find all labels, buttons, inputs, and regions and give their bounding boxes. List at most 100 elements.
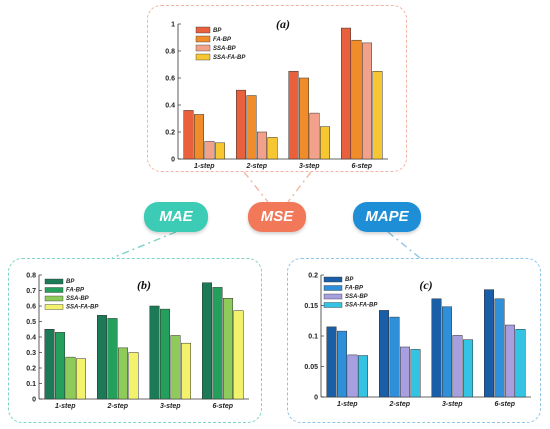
y-tick-label: 0 xyxy=(314,395,318,402)
bar-ssa-bp-6-step xyxy=(223,298,233,400)
bar-ssa-fa-bp-1-step xyxy=(215,142,225,160)
y-tick-label: 0.8 xyxy=(165,49,175,56)
bar-ssa-fa-bp-6-step xyxy=(372,71,383,160)
y-tick-label: 0.5 xyxy=(26,319,36,326)
x-tick-label: 1-step xyxy=(55,403,76,410)
chart-a-group: 0 0.2 0.4 0.6 0.8 1 1-step 2-step 3-step 6-step BP… xyxy=(165,17,388,170)
mape-bar-chart: 0 0.05 0.1 0.15 0.2 1-step 2-step 3-step 6-step B… xyxy=(304,273,531,408)
bar-ssa-bp-2-step xyxy=(400,346,410,398)
bar-ssa-fa-bp-6-step xyxy=(233,310,244,400)
bar-fa-bp-3-step xyxy=(160,308,170,400)
legend-swatch xyxy=(44,304,64,310)
bar-ssa-bp-3-step xyxy=(309,112,320,160)
bar-fa-bp-3-step xyxy=(299,77,309,160)
legend-label: FA-BP xyxy=(66,288,85,294)
legend-swatch xyxy=(323,276,343,283)
mae-panel: 0 0.1 0.2 0.3 0.4 0.5 0.6 0.7 0.8 1-step 2-step 3-s… xyxy=(8,258,262,423)
legend-swatch xyxy=(195,26,211,34)
legend-swatch xyxy=(195,53,211,61)
bar-bp-3-step xyxy=(431,298,442,398)
bar-ssa-fa-bp-3-step xyxy=(320,126,330,160)
bar-ssa-bp-3-step xyxy=(452,335,463,398)
mae-bar-chart: 0 0.1 0.2 0.3 0.4 0.5 0.6 0.7 0.8 1-step 2-step 3-s… xyxy=(26,273,249,410)
legend-swatch xyxy=(323,302,343,308)
y-tick-label: 0.2 xyxy=(165,130,175,137)
y-tick-label: 0.15 xyxy=(304,303,318,310)
bar-ssa-fa-bp-3-step xyxy=(181,342,191,400)
bar-ssa-fa-bp-2-step xyxy=(410,349,421,398)
mape-panel: 0 0.05 0.1 0.15 0.2 1-step 2-step 3-step 6-step B… xyxy=(287,258,541,423)
bar-bp-1-step xyxy=(326,326,337,398)
x-tick-label: 2-step xyxy=(106,403,128,410)
legend-label: SSA-FA-BP xyxy=(213,55,246,61)
legend-label: SSA-BP xyxy=(345,294,369,300)
legend-label: SSA-BP xyxy=(213,46,237,52)
legend-label: BP xyxy=(213,28,222,34)
bar-ssa-bp-6-step xyxy=(505,324,515,398)
x-tick-label: 3-step xyxy=(299,163,320,170)
connector-mae xyxy=(111,231,177,259)
y-tick-label: 0.2 xyxy=(26,366,36,373)
bar-fa-bp-2-step xyxy=(246,95,257,160)
bar-bp-1-step xyxy=(183,110,194,160)
bar-bp-6-step xyxy=(341,27,351,160)
bar-fa-bp-3-step xyxy=(442,306,452,398)
y-tick-label: 0.1 xyxy=(308,334,318,341)
x-tick-label: 3-step xyxy=(160,403,181,410)
bar-fa-bp-1-step xyxy=(194,114,204,160)
bar-bp-6-step xyxy=(202,282,212,400)
bar-fa-bp-2-step xyxy=(389,316,400,398)
bar-ssa-bp-3-step xyxy=(170,335,181,400)
x-tick-label: 6-step xyxy=(212,403,233,410)
legend-label: FA-BP xyxy=(345,286,364,292)
y-tick-label: 0 xyxy=(32,397,36,404)
bar-ssa-bp-1-step xyxy=(65,356,76,400)
y-tick-label: 0.8 xyxy=(26,273,36,280)
legend-swatch xyxy=(44,287,64,293)
bar-ssa-bp-6-step xyxy=(362,42,372,160)
connector-mse-right xyxy=(287,171,312,203)
bar-bp-6-step xyxy=(484,289,494,398)
bar-fa-bp-6-step xyxy=(351,39,362,160)
panel-label: (b) xyxy=(137,278,151,292)
legend-label: SSA-FA-BP xyxy=(345,303,378,309)
legend-label: BP xyxy=(66,279,75,285)
mse-badge: MSE xyxy=(248,202,306,232)
connector-mse-left xyxy=(243,171,269,203)
bar-ssa-fa-bp-6-step xyxy=(515,329,526,398)
bar-fa-bp-2-step xyxy=(107,318,118,400)
legend-label: BP xyxy=(345,277,354,283)
y-tick-label: 0 xyxy=(171,157,175,164)
legend-label: SSA-BP xyxy=(66,296,90,302)
x-tick-label: 1-step xyxy=(194,163,215,170)
legend-swatch xyxy=(44,295,64,302)
panel-label: (a) xyxy=(276,17,290,31)
x-tick-label: 3-step xyxy=(442,401,463,408)
x-tick-label: 6-step xyxy=(494,401,515,408)
x-tick-label: 2-step xyxy=(388,401,410,408)
x-tick-label: 6-step xyxy=(351,163,372,170)
legend-swatch xyxy=(323,293,343,300)
mape-badge: MAPE xyxy=(353,202,421,232)
y-tick-label: 1 xyxy=(171,22,175,29)
y-tick-label: 0.7 xyxy=(26,288,36,295)
chart-b-group: 0 0.1 0.2 0.3 0.4 0.5 0.6 0.7 0.8 1-step 2-step 3-s… xyxy=(26,273,249,410)
bar-fa-bp-1-step xyxy=(55,332,65,400)
bar-ssa-bp-1-step xyxy=(347,354,358,398)
bar-fa-bp-6-step xyxy=(494,298,505,398)
mse-panel: 0 0.2 0.4 0.6 0.8 1 1-step 2-step 3-step 6-step BP… xyxy=(147,5,407,172)
bar-ssa-fa-bp-2-step xyxy=(267,137,278,160)
legend-label: SSA-FA-BP xyxy=(66,305,99,311)
bar-ssa-bp-2-step xyxy=(257,131,267,160)
panel-label: (c) xyxy=(419,278,432,292)
bar-ssa-bp-2-step xyxy=(118,347,128,400)
y-tick-label: 0.4 xyxy=(26,335,36,342)
bar-ssa-bp-1-step xyxy=(204,141,215,160)
y-tick-label: 0.4 xyxy=(165,103,175,110)
y-tick-label: 0.3 xyxy=(26,350,36,357)
y-tick-label: 0.05 xyxy=(304,364,318,371)
y-tick-label: 0.6 xyxy=(26,304,36,311)
x-tick-label: 2-step xyxy=(245,163,267,170)
legend-swatch xyxy=(195,44,211,52)
x-tick-label: 1-step xyxy=(337,401,358,408)
